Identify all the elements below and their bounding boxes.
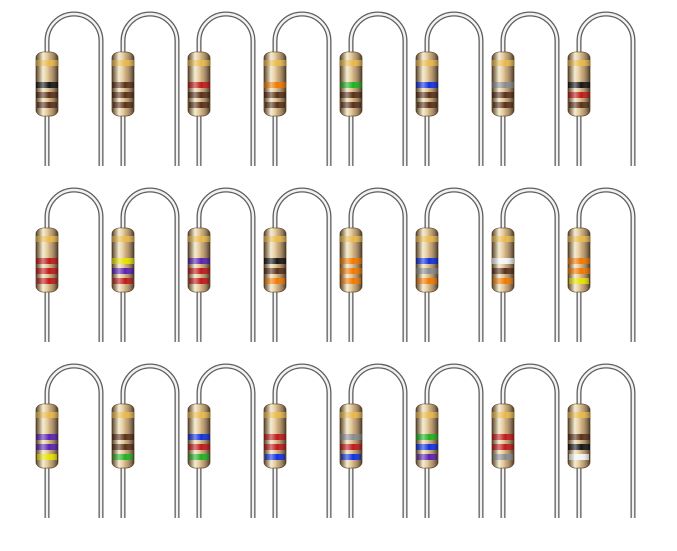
lead-wire <box>501 364 559 518</box>
resistor <box>415 187 484 342</box>
lead-wire <box>197 12 255 166</box>
body-shine <box>416 52 438 116</box>
resistor <box>111 187 180 342</box>
resistor <box>339 11 408 166</box>
body-shine <box>264 404 286 468</box>
lead-wire <box>577 188 635 342</box>
body-shine <box>492 404 514 468</box>
body-shine <box>188 52 210 116</box>
body-shine <box>340 52 362 116</box>
lead-wire <box>425 12 483 166</box>
lead-wire <box>197 188 255 342</box>
lead-wire <box>45 12 103 166</box>
body-shine <box>492 228 514 292</box>
resistor <box>263 187 332 342</box>
lead-wire <box>425 364 483 518</box>
body-shine <box>416 404 438 468</box>
body-shine <box>492 52 514 116</box>
body-shine <box>112 52 134 116</box>
resistor <box>263 11 332 166</box>
resistor <box>111 363 180 518</box>
resistor <box>415 363 484 518</box>
resistor <box>567 363 636 518</box>
lead-wire <box>273 364 331 518</box>
resistor <box>415 11 484 166</box>
resistor <box>339 363 408 518</box>
body-shine <box>568 52 590 116</box>
body-shine <box>264 52 286 116</box>
lead-wire <box>577 364 635 518</box>
lead-wire <box>501 12 559 166</box>
body-shine <box>112 404 134 468</box>
lead-wire <box>349 364 407 518</box>
resistor <box>567 11 636 166</box>
resistor <box>339 187 408 342</box>
resistor <box>111 11 180 166</box>
lead-wire <box>349 12 407 166</box>
body-shine <box>416 228 438 292</box>
body-shine <box>36 52 58 116</box>
body-shine <box>36 228 58 292</box>
resistor <box>567 187 636 342</box>
resistor <box>263 363 332 518</box>
resistor <box>491 187 560 342</box>
resistor <box>35 11 104 166</box>
lead-wire <box>425 188 483 342</box>
resistor <box>35 363 104 518</box>
lead-wire <box>121 12 179 166</box>
lead-wire <box>577 12 635 166</box>
lead-wire <box>197 364 255 518</box>
body-shine <box>36 404 58 468</box>
body-shine <box>188 228 210 292</box>
lead-wire <box>501 188 559 342</box>
body-shine <box>568 228 590 292</box>
resistor <box>187 187 256 342</box>
lead-wire <box>273 188 331 342</box>
lead-wire <box>45 188 103 342</box>
resistor <box>35 187 104 342</box>
lead-wire <box>121 188 179 342</box>
lead-wire <box>121 364 179 518</box>
lead-wire <box>273 12 331 166</box>
resistor <box>491 11 560 166</box>
lead-wire <box>349 188 407 342</box>
resistor <box>187 11 256 166</box>
body-shine <box>264 228 286 292</box>
resistor <box>491 363 560 518</box>
body-shine <box>188 404 210 468</box>
body-shine <box>112 228 134 292</box>
resistor <box>187 363 256 518</box>
body-shine <box>340 228 362 292</box>
body-shine <box>568 404 590 468</box>
body-shine <box>340 404 362 468</box>
lead-wire <box>45 364 103 518</box>
